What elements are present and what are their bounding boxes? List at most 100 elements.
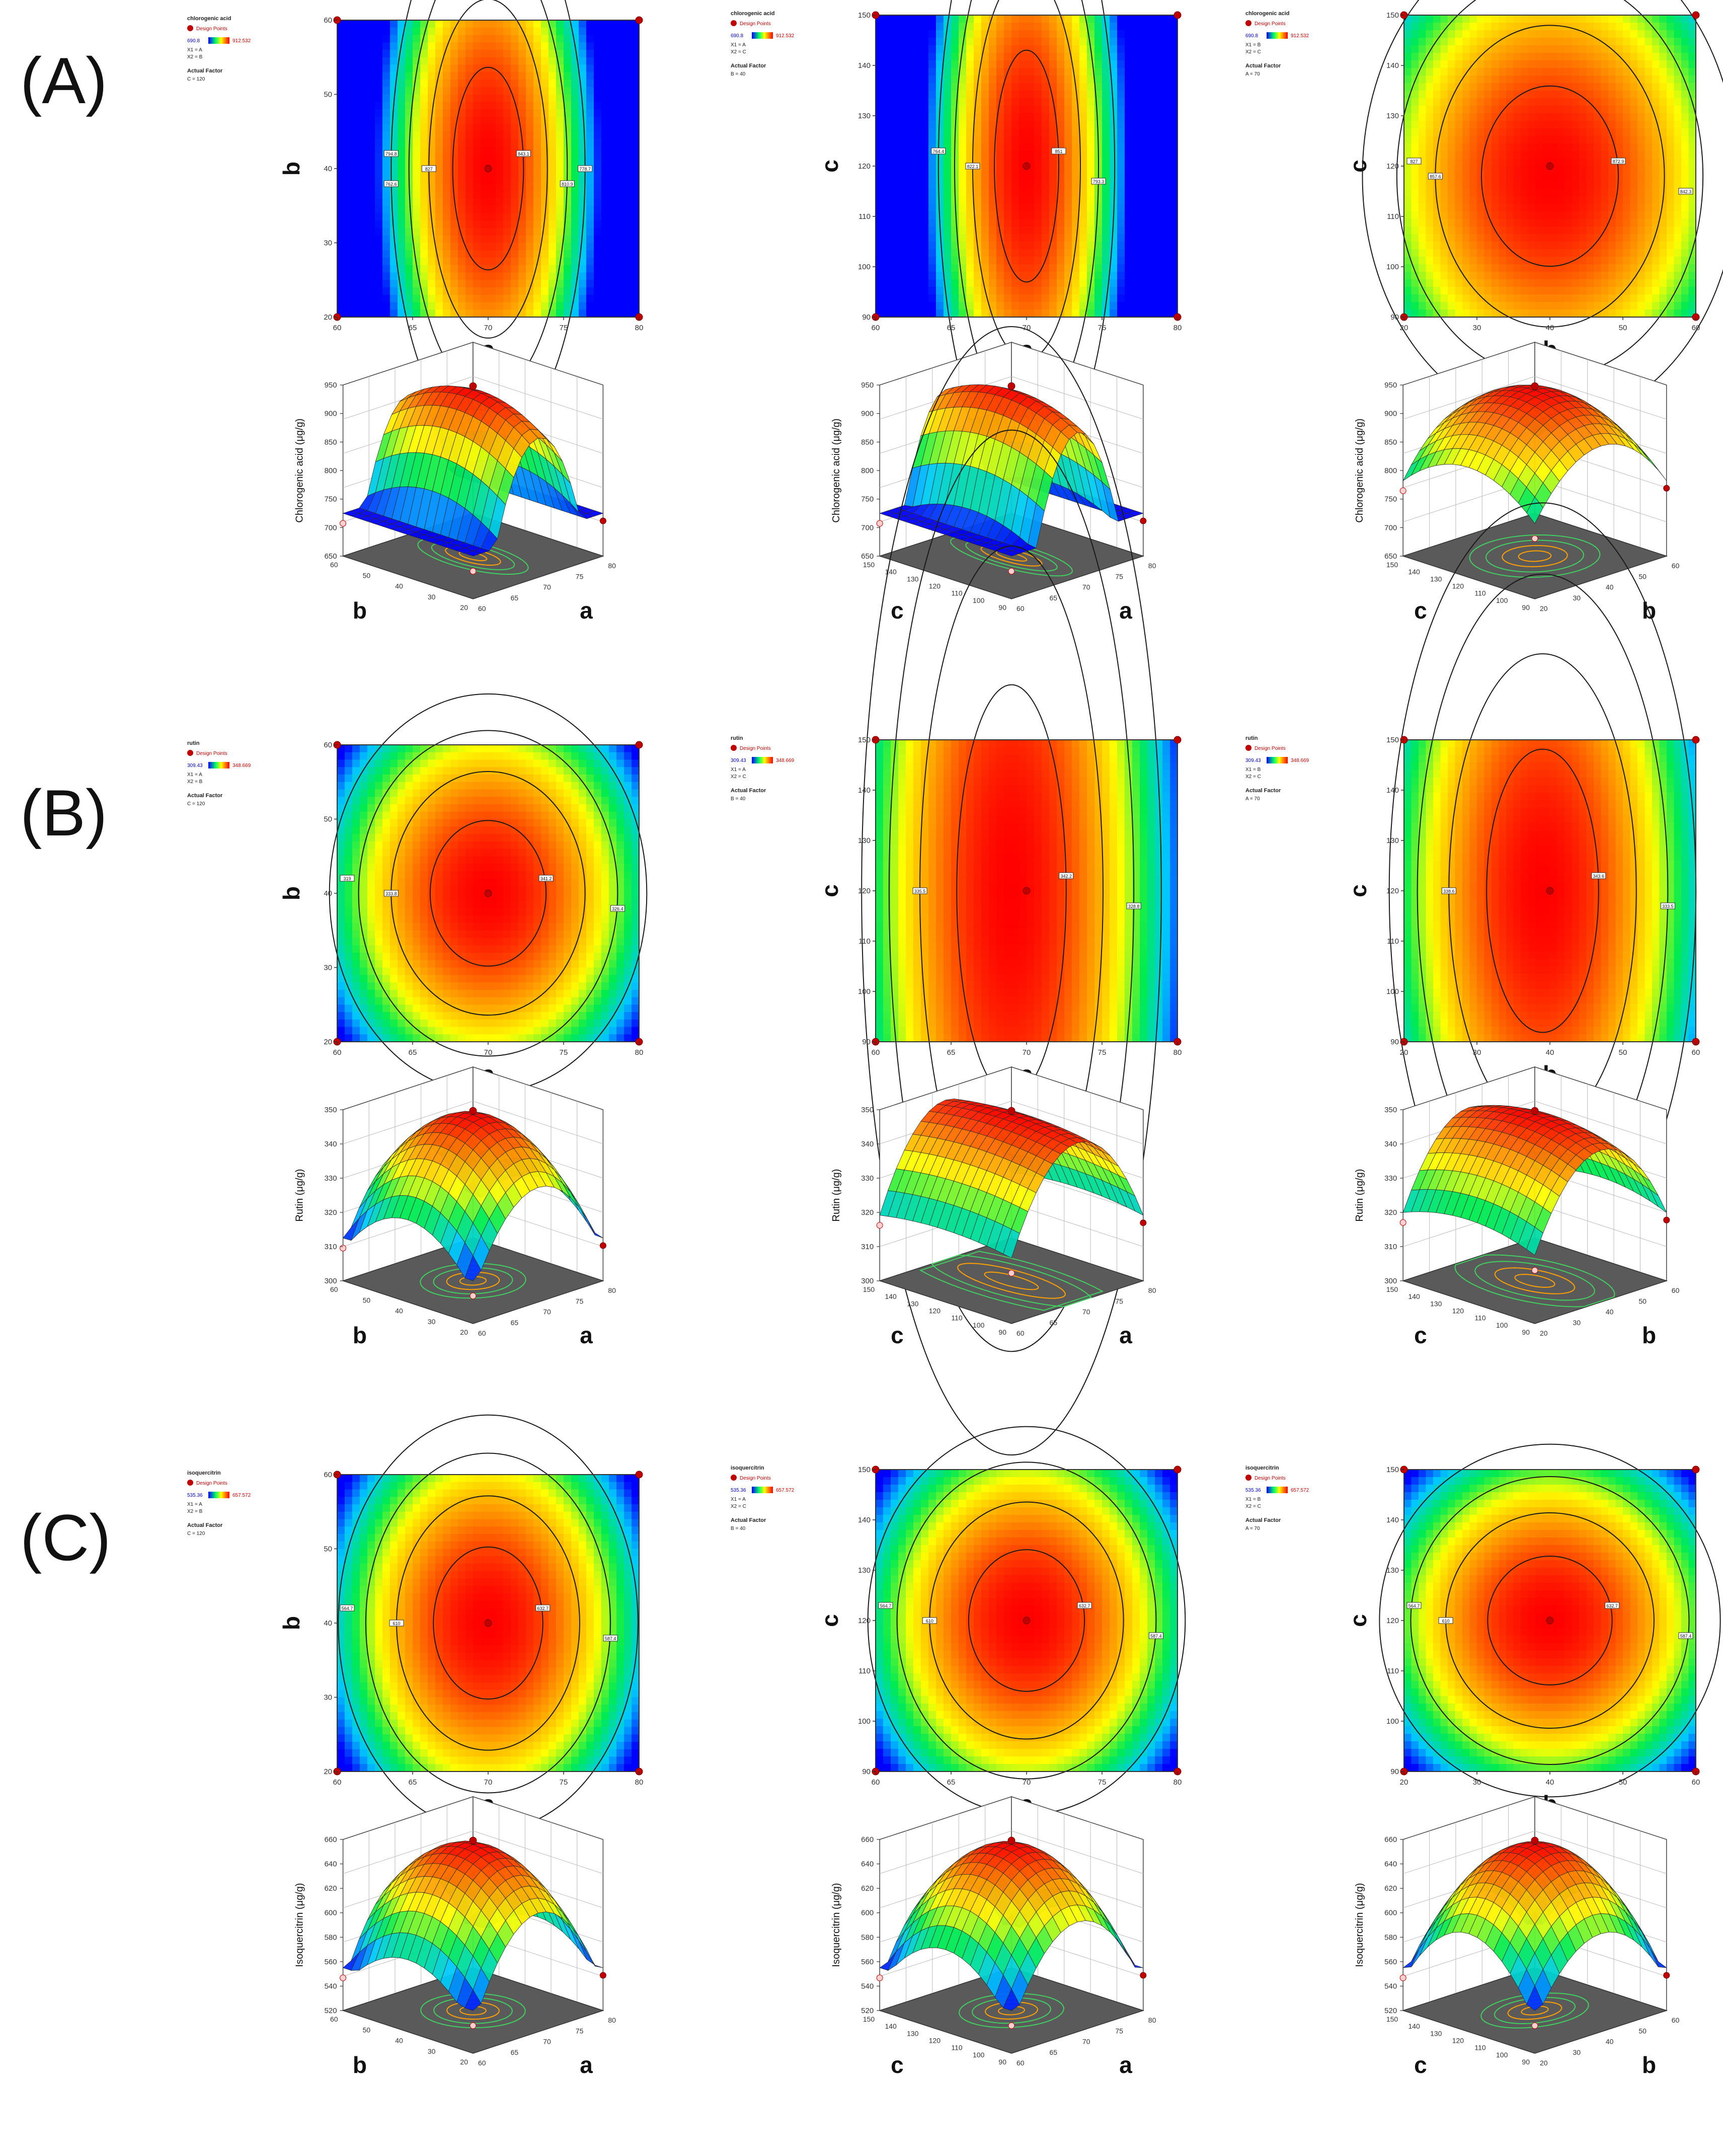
heatmap-cell	[533, 109, 541, 117]
heatmap-cell	[1652, 302, 1660, 310]
heatmap-cell	[632, 213, 640, 221]
heatmap-cell	[921, 159, 929, 167]
heatmap-cell	[1125, 121, 1133, 129]
heatmap-cell	[1594, 249, 1602, 257]
heatmap-cell	[496, 220, 504, 228]
heatmap-cell	[1477, 45, 1485, 53]
x-tick-label: 60	[1692, 324, 1700, 332]
heatmap-cell	[1057, 128, 1065, 136]
heatmap-cell	[594, 213, 602, 221]
heatmap-cell	[1667, 15, 1675, 23]
heatmap-cell	[974, 151, 982, 159]
heatmap-cell	[1644, 83, 1653, 91]
heatmap-cell	[609, 72, 617, 80]
heatmap-cell	[594, 294, 602, 303]
heatmap-cell	[1455, 174, 1463, 182]
heatmap-cell	[1079, 53, 1087, 61]
heatmap-cell	[375, 272, 383, 280]
heatmap-cell	[959, 242, 967, 250]
heatmap-cell	[465, 265, 474, 273]
heatmap-cell	[1117, 272, 1125, 280]
heatmap-cell	[1594, 257, 1602, 265]
heatmap-cell	[398, 131, 406, 139]
heatmap-cell	[367, 220, 375, 228]
heatmap-cell	[1117, 196, 1125, 204]
heatmap-cell	[616, 205, 624, 214]
heatmap-cell	[496, 87, 504, 95]
heatmap-cell	[564, 235, 572, 244]
heatmap-cell	[1155, 242, 1163, 250]
heatmap-cell	[1674, 302, 1682, 310]
heatmap-cell	[921, 143, 929, 151]
heatmap-cell	[1155, 98, 1163, 106]
heatmap-cell	[533, 94, 541, 102]
heatmap-cell	[367, 265, 375, 273]
heatmap-cell	[503, 146, 511, 155]
heatmap-cell	[360, 272, 368, 280]
heatmap-cell	[1162, 226, 1170, 235]
heatmap-cell	[1572, 166, 1580, 174]
heatmap-cell	[1630, 211, 1638, 219]
heatmap-cell	[405, 228, 413, 236]
heatmap-cell	[1535, 211, 1543, 219]
heatmap-cell	[1564, 143, 1573, 151]
heatmap-cell	[1542, 30, 1550, 38]
heatmap-cell	[891, 302, 899, 310]
heatmap-cell	[1087, 234, 1095, 242]
heatmap-cell	[1535, 249, 1543, 257]
heatmap-cell	[1557, 302, 1565, 310]
heatmap-cell	[450, 294, 458, 303]
heatmap-cell	[1477, 226, 1485, 235]
heatmap-cell	[1455, 53, 1463, 61]
heatmap-cell	[1659, 60, 1667, 68]
heatmap-cell	[382, 265, 390, 273]
heatmap-cell	[465, 169, 474, 177]
heatmap-cell	[420, 80, 428, 88]
heatmap-cell	[1102, 91, 1110, 99]
heatmap-cell	[1513, 279, 1521, 287]
heatmap-cell	[609, 161, 617, 169]
heatmap-cell	[1049, 53, 1057, 61]
heatmap-cell	[1170, 68, 1178, 76]
heatmap-cell	[1125, 106, 1133, 114]
heatmap-cell	[549, 302, 557, 310]
heatmap-cell	[996, 45, 1004, 53]
heatmap-cell	[488, 213, 496, 221]
heatmap-cell	[1586, 53, 1594, 61]
heatmap-cell	[1469, 38, 1477, 46]
heatmap-cell	[1042, 23, 1050, 31]
heatmap-cell	[352, 94, 360, 102]
heatmap-cell	[1433, 83, 1441, 91]
heatmap-cell	[1072, 287, 1080, 295]
heatmap-cell	[405, 20, 413, 28]
heatmap-cell	[1615, 98, 1623, 106]
heatmap-cell	[503, 161, 511, 169]
heatmap-cell	[1659, 75, 1667, 84]
heatmap-cell	[1513, 287, 1521, 295]
heatmap-cell	[1506, 264, 1514, 272]
heatmap-cell	[1170, 272, 1178, 280]
heatmap-cell	[1462, 60, 1470, 68]
heatmap-cell	[898, 257, 906, 265]
heatmap-cell	[1462, 181, 1470, 189]
heatmap-cell	[1550, 234, 1558, 242]
heatmap-cell	[1155, 30, 1163, 38]
heatmap-cell	[928, 106, 936, 114]
heatmap-cell	[906, 242, 914, 250]
heatmap-cell	[1094, 242, 1103, 250]
heatmap-cell	[632, 205, 640, 214]
heatmap-cell	[1586, 75, 1594, 84]
heatmap-cell	[981, 279, 989, 287]
heatmap-cell	[564, 72, 572, 80]
heatmap-cell	[1147, 234, 1155, 242]
heatmap-cell	[1557, 249, 1565, 257]
heatmap-cell	[571, 280, 579, 288]
heatmap-cell	[1674, 75, 1682, 84]
heatmap-cell	[518, 280, 526, 288]
heatmap-cell	[458, 72, 466, 80]
heatmap-cell	[549, 258, 557, 266]
heatmap-cell	[1440, 136, 1448, 144]
heatmap-cell	[1477, 106, 1485, 114]
heatmap-cell	[1072, 53, 1080, 61]
heatmap-cell	[989, 166, 997, 174]
